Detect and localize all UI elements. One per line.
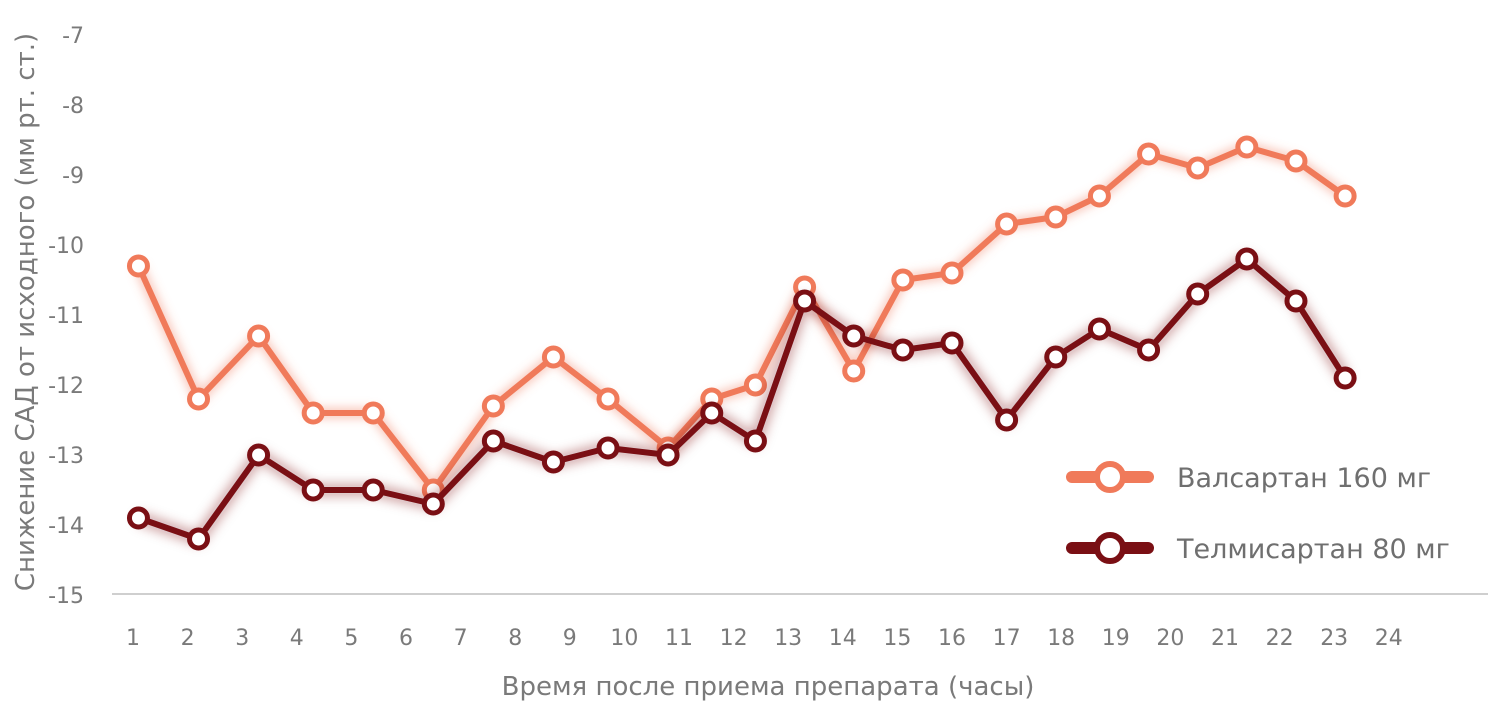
data-point xyxy=(596,387,620,411)
x-tick-label: 18 xyxy=(1047,626,1075,651)
legend-label: Телмисартан 80 мг xyxy=(1176,534,1450,565)
x-tick-label: 8 xyxy=(508,626,522,651)
x-tick-label: 4 xyxy=(290,626,304,651)
y-tick-label: -7 xyxy=(62,24,84,49)
legend-marker xyxy=(1094,461,1126,493)
x-tick-label: 2 xyxy=(181,626,195,651)
data-point xyxy=(541,450,565,474)
x-tick-labels: 1 2 3 4 5 6 7 8 9 10 11 12 13 14 15 16 17 18 19 20 21 22 23 24 xyxy=(126,626,1403,651)
y-tick-label: -10 xyxy=(48,234,84,259)
data-point xyxy=(793,289,817,313)
x-tick-label: 21 xyxy=(1211,626,1239,651)
data-point xyxy=(301,401,325,425)
x-axis-title: Время после приема препарата (часы) xyxy=(502,672,1035,702)
y-tick-label: -14 xyxy=(48,514,84,539)
x-tick-label: 1 xyxy=(126,626,140,651)
y-tick-labels: -7 -8 -9 -10 -11 -12 -13 -14 -15 xyxy=(48,24,84,609)
data-point xyxy=(247,324,271,348)
data-point xyxy=(743,373,767,397)
series-line xyxy=(135,144,1349,493)
legend-label: Валсартан 160 мг xyxy=(1177,463,1431,494)
data-point xyxy=(940,261,964,285)
legend-item: Валсартан 160 мг xyxy=(1064,461,1431,494)
data-point xyxy=(1137,142,1161,166)
data-point xyxy=(247,443,271,467)
y-tick-label: -11 xyxy=(48,304,84,329)
data-point xyxy=(1235,247,1259,271)
legend-marker xyxy=(1094,532,1126,564)
data-point xyxy=(995,408,1019,432)
x-tick-label: 16 xyxy=(938,626,966,651)
y-axis-title: Снижение САД от исходного (мм рт. ст.) xyxy=(11,33,41,591)
data-point xyxy=(1333,184,1357,208)
data-point xyxy=(596,436,620,460)
data-point xyxy=(187,527,211,551)
data-point xyxy=(700,401,724,425)
x-tick-label: 13 xyxy=(774,626,802,651)
data-point xyxy=(1087,317,1111,341)
x-tick-label: 14 xyxy=(829,626,857,651)
y-tick-label: -9 xyxy=(62,164,84,189)
data-point xyxy=(1235,135,1259,159)
data-point xyxy=(126,506,150,530)
data-point xyxy=(656,443,680,467)
data-point xyxy=(361,401,385,425)
y-tick-label: -8 xyxy=(62,94,84,119)
series-2 xyxy=(126,247,1357,551)
y-tick-label: -15 xyxy=(48,584,84,609)
x-tick-label: 3 xyxy=(235,626,249,651)
data-point xyxy=(891,268,915,292)
data-point xyxy=(1044,205,1068,229)
data-point xyxy=(126,254,150,278)
data-point xyxy=(940,331,964,355)
series-glow xyxy=(133,142,1349,495)
x-tick-label: 6 xyxy=(399,626,413,651)
data-point xyxy=(1284,289,1308,313)
data-point xyxy=(481,429,505,453)
data-point xyxy=(842,324,866,348)
data-point xyxy=(481,394,505,418)
data-point xyxy=(1044,345,1068,369)
data-point xyxy=(842,359,866,383)
y-tick-label: -13 xyxy=(48,444,84,469)
data-point xyxy=(421,492,445,516)
x-tick-label: 19 xyxy=(1102,626,1130,651)
x-tick-label: 11 xyxy=(665,626,693,651)
data-point xyxy=(361,478,385,502)
x-tick-label: 10 xyxy=(610,626,638,651)
x-tick-label: 20 xyxy=(1156,626,1184,651)
data-point xyxy=(541,345,565,369)
x-tick-label: 22 xyxy=(1266,626,1294,651)
series-1 xyxy=(126,135,1357,502)
series-layer xyxy=(126,135,1357,551)
data-point xyxy=(1087,184,1111,208)
data-point xyxy=(1186,156,1210,180)
x-tick-label: 15 xyxy=(883,626,911,651)
x-tick-label: 17 xyxy=(993,626,1021,651)
legend: Валсартан 160 мг Телмисартан 80 мг xyxy=(1064,461,1450,565)
data-point xyxy=(1333,366,1357,390)
y-tick-label: -12 xyxy=(48,374,84,399)
x-tick-label: 7 xyxy=(454,626,468,651)
data-point xyxy=(301,478,325,502)
data-point xyxy=(891,338,915,362)
data-point xyxy=(1284,149,1308,173)
x-tick-label: 12 xyxy=(720,626,748,651)
data-point xyxy=(995,212,1019,236)
x-tick-label: 24 xyxy=(1375,626,1403,651)
data-point xyxy=(743,429,767,453)
data-point xyxy=(1137,338,1161,362)
data-point xyxy=(187,387,211,411)
legend-item: Телмисартан 80 мг xyxy=(1064,532,1450,565)
data-point xyxy=(1186,282,1210,306)
x-tick-label: 5 xyxy=(344,626,358,651)
x-tick-label: 23 xyxy=(1320,626,1348,651)
x-tick-label: 9 xyxy=(563,626,577,651)
